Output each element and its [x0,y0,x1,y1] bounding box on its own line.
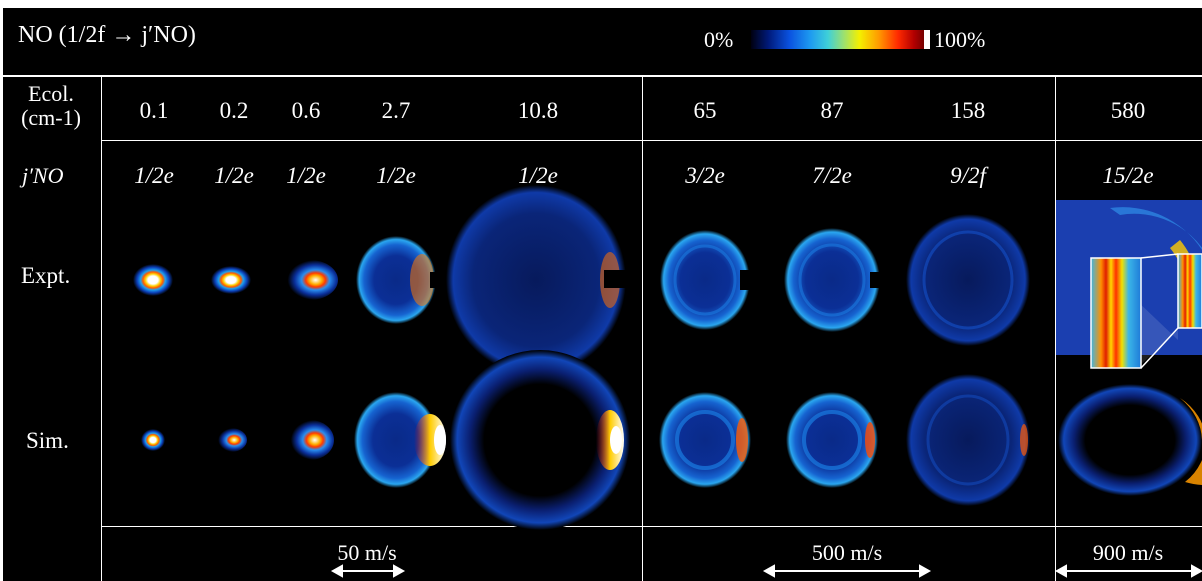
scale-label: 50 m/s [337,540,397,565]
energy-value: 65 [693,98,717,123]
energy-label-line2: (cm-1) [21,105,81,130]
group-divider-2 [1055,76,1056,581]
scale-arrow [1054,564,1202,578]
figure-title: NO (1/2f → j′NO) [18,22,196,49]
sim-images [141,350,1202,530]
state-value: 15/2e [1102,163,1154,188]
colorbar [751,30,926,49]
energy-value: 0.1 [139,98,169,123]
title-transition: (1/2f → j′NO) [58,22,196,48]
scale-label: 900 m/s [1092,540,1164,565]
energy-value: 0.2 [219,98,249,123]
group-divider-1 [642,76,643,581]
energy-value: 0.6 [291,98,321,123]
scale-arrow [762,564,932,578]
title-species: NO [18,22,53,48]
sim-label: Sim. [26,428,69,453]
colorbar-max-marker [924,30,930,49]
colorbar-max-label: 100% [934,27,986,52]
energy-label-line1: Ecol. [28,81,74,106]
state-value: 9/2f [950,163,986,188]
energy-label: Ecol. (cm-1) [10,82,92,130]
state-value: 7/2e [812,163,852,188]
energy-value: 158 [950,98,986,123]
scale-row-divider [101,526,1202,527]
state-value: 1/2e [518,163,558,188]
state-value: 1/2e [134,163,174,188]
energy-value: 2.7 [381,98,411,123]
energy-value: 580 [1110,98,1146,123]
expt-label: Expt. [21,263,71,288]
j-label: j′NO [22,163,64,188]
energy-value: 87 [820,98,844,123]
energy-value: 10.8 [517,98,559,123]
header-divider [3,75,1202,77]
label-column-divider [101,76,102,581]
state-value: 1/2e [286,163,326,188]
state-value: 1/2e [214,163,254,188]
scale-label: 500 m/s [811,540,883,565]
colorbar-min-label: 0% [704,27,734,52]
scale-arrow [330,564,406,578]
energy-row-divider [101,140,1202,141]
state-value: 3/2e [685,163,725,188]
state-value: 1/2e [376,163,416,188]
expt-images [133,185,1202,375]
